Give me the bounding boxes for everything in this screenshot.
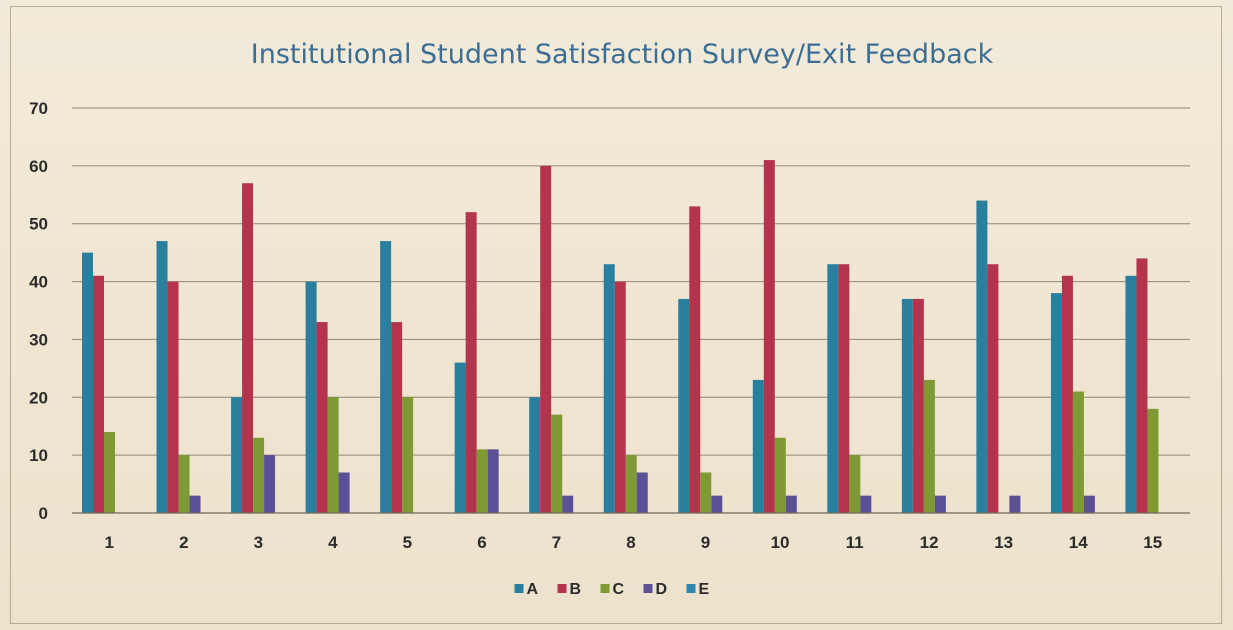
legend-swatch-E bbox=[686, 584, 696, 593]
bar-C-6 bbox=[476, 449, 488, 513]
bar-D-11 bbox=[860, 495, 872, 513]
bar-A-7 bbox=[529, 397, 541, 513]
bar-C-10 bbox=[774, 437, 786, 513]
bar-A-5 bbox=[380, 241, 392, 514]
x-tick-label: 2 bbox=[179, 533, 188, 552]
x-tick-label: 5 bbox=[403, 533, 412, 552]
bar-D-4 bbox=[338, 472, 350, 513]
legend-swatch-C bbox=[600, 584, 610, 593]
bar-D-12 bbox=[934, 495, 946, 513]
bar-D-9 bbox=[711, 495, 723, 513]
bar-B-15 bbox=[1136, 258, 1148, 513]
x-tick-label: 15 bbox=[1143, 533, 1162, 552]
y-tick-label: 30 bbox=[29, 330, 48, 349]
legend-label-A: A bbox=[527, 581, 539, 598]
bar-A-2 bbox=[156, 241, 168, 514]
legend-label-E: E bbox=[699, 581, 710, 598]
x-tick-label: 12 bbox=[920, 533, 939, 552]
bar-B-12 bbox=[912, 298, 924, 513]
bar-C-8 bbox=[625, 455, 637, 513]
bar-A-12 bbox=[901, 298, 913, 513]
y-tick-label: 10 bbox=[29, 446, 48, 465]
legend-label-D: D bbox=[656, 581, 668, 598]
bar-C-3 bbox=[253, 437, 265, 513]
bar-A-6 bbox=[454, 362, 466, 513]
bar-B-6 bbox=[465, 212, 477, 513]
chart-frame bbox=[10, 6, 1222, 624]
bar-A-9 bbox=[678, 298, 690, 513]
x-tick-label: 14 bbox=[1069, 533, 1088, 552]
y-tick-label: 60 bbox=[29, 157, 48, 176]
legend-swatch-D bbox=[643, 584, 653, 593]
bar-C-14 bbox=[1072, 391, 1084, 513]
bar-D-3 bbox=[264, 455, 276, 513]
bar-B-14 bbox=[1061, 275, 1073, 513]
bar-B-11 bbox=[838, 264, 850, 513]
bar-C-9 bbox=[700, 472, 712, 513]
y-tick-label: 0 bbox=[39, 504, 48, 523]
bars bbox=[82, 160, 1159, 514]
bar-C-4 bbox=[327, 397, 339, 513]
chart-title: Institutional Student Satisfaction Surve… bbox=[251, 39, 994, 70]
bar-D-7 bbox=[562, 495, 574, 513]
y-tick-label: 70 bbox=[29, 99, 48, 118]
bar-B-13 bbox=[987, 264, 999, 513]
bar-D-13 bbox=[1009, 495, 1021, 513]
bar-B-4 bbox=[316, 322, 328, 513]
y-tick-label: 50 bbox=[29, 215, 48, 234]
x-tick-label: 11 bbox=[846, 533, 864, 552]
x-tick-label: 8 bbox=[626, 533, 635, 552]
x-tick-label: 4 bbox=[328, 533, 338, 552]
y-tick-label: 40 bbox=[29, 273, 48, 292]
x-tick-label: 1 bbox=[105, 533, 114, 552]
bar-C-5 bbox=[402, 397, 414, 513]
bar-B-3 bbox=[242, 183, 254, 513]
bar-B-1 bbox=[93, 275, 104, 513]
bar-C-15 bbox=[1147, 408, 1159, 513]
bar-A-11 bbox=[827, 264, 839, 513]
x-tick-label: 7 bbox=[552, 533, 561, 552]
x-tick-label: 6 bbox=[477, 533, 486, 552]
bar-C-1 bbox=[104, 432, 115, 513]
bar-B-10 bbox=[763, 160, 775, 514]
bar-A-10 bbox=[752, 379, 764, 513]
bar-A-4 bbox=[305, 281, 317, 513]
bar-D-6 bbox=[487, 449, 499, 513]
bar-C-7 bbox=[551, 414, 563, 513]
bar-A-14 bbox=[1050, 293, 1062, 513]
bar-C-12 bbox=[923, 379, 935, 513]
bar-D-14 bbox=[1083, 495, 1095, 513]
x-tick-label: 13 bbox=[994, 533, 1013, 552]
bar-D-10 bbox=[785, 495, 797, 513]
bar-B-8 bbox=[614, 281, 626, 513]
bar-B-7 bbox=[540, 165, 552, 513]
legend-label-C: C bbox=[613, 581, 625, 598]
legend-swatch-A bbox=[514, 584, 524, 593]
bar-A-13 bbox=[976, 200, 988, 514]
bar-C-11 bbox=[849, 455, 861, 513]
bar-B-9 bbox=[689, 206, 701, 513]
bar-B-2 bbox=[167, 281, 179, 513]
legend-swatch-B bbox=[557, 584, 567, 593]
gridlines bbox=[72, 107, 1190, 456]
legend-label-B: B bbox=[570, 581, 582, 598]
bar-B-5 bbox=[391, 322, 403, 513]
bar-D-2 bbox=[189, 495, 201, 513]
x-tick-label: 10 bbox=[771, 533, 790, 552]
bar-A-3 bbox=[231, 397, 243, 513]
legend: A B C D E bbox=[514, 581, 710, 598]
bar-D-8 bbox=[636, 472, 648, 513]
bar-C-2 bbox=[178, 455, 190, 513]
bar-A-15 bbox=[1125, 275, 1137, 513]
y-tick-label: 20 bbox=[29, 388, 48, 407]
bar-A-8 bbox=[603, 264, 615, 513]
x-tick-label: 3 bbox=[254, 533, 263, 552]
bar-A-1 bbox=[82, 252, 93, 513]
x-tick-label: 9 bbox=[701, 533, 710, 552]
